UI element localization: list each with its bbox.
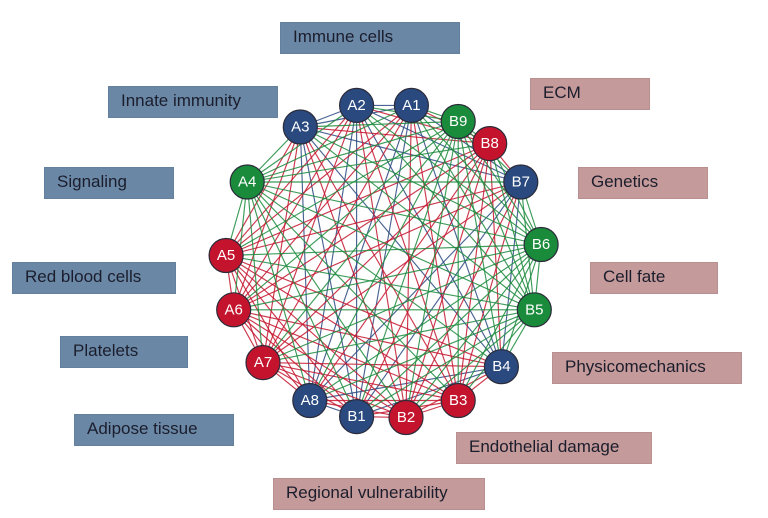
node-a8: A8 <box>293 384 327 418</box>
category-label: Adipose tissue <box>74 414 234 446</box>
category-label-text: Physicomechanics <box>565 357 706 376</box>
edge <box>247 182 356 417</box>
node-a5: A5 <box>209 239 243 273</box>
node-b8: B8 <box>473 127 507 161</box>
node-circle <box>389 401 423 435</box>
node-b2: B2 <box>389 401 423 435</box>
category-label: Immune cells <box>280 22 460 54</box>
category-label: ECM <box>530 78 650 110</box>
category-label: Signaling <box>44 167 174 199</box>
node-circle <box>340 88 374 122</box>
node-a3: A3 <box>283 110 317 144</box>
category-label: Regional vulnerability <box>273 478 485 510</box>
node-circle <box>524 228 558 262</box>
node-a2: A2 <box>340 88 374 122</box>
category-label-text: Immune cells <box>293 27 393 46</box>
category-label: Endothelial damage <box>456 432 652 464</box>
node-b3: B3 <box>441 384 475 418</box>
node-circle <box>246 346 280 380</box>
node-circle <box>517 293 551 327</box>
node-circle <box>473 127 507 161</box>
category-label: Innate immunity <box>108 86 278 118</box>
node-b5: B5 <box>517 293 551 327</box>
node-circle <box>441 384 475 418</box>
edge <box>234 105 412 309</box>
category-label-text: Innate immunity <box>121 91 241 110</box>
node-circle <box>293 384 327 418</box>
category-label: Red blood cells <box>12 262 176 294</box>
node-circle <box>209 239 243 273</box>
node-circle <box>217 293 251 327</box>
category-label-text: Platelets <box>73 341 138 360</box>
node-b1: B1 <box>340 400 374 434</box>
diagram-stage: { "figure": { "type": "network", "width"… <box>0 0 768 518</box>
category-label: Cell fate <box>590 262 718 294</box>
node-circle <box>441 105 475 139</box>
node-circle <box>484 350 518 384</box>
node-circle <box>340 400 374 434</box>
node-a7: A7 <box>246 346 280 380</box>
category-label-text: Signaling <box>57 172 127 191</box>
node-b7: B7 <box>504 165 538 199</box>
edge <box>357 105 535 309</box>
node-a4: A4 <box>230 165 264 199</box>
category-label-text: ECM <box>543 83 581 102</box>
node-circle <box>394 88 428 122</box>
category-label-text: Endothelial damage <box>469 437 619 456</box>
category-label: Genetics <box>578 167 708 199</box>
edge <box>357 105 406 417</box>
category-label-text: Regional vulnerability <box>286 483 448 502</box>
category-label-text: Cell fate <box>603 267 665 286</box>
node-a6: A6 <box>217 293 251 327</box>
category-label: Physicomechanics <box>552 352 742 384</box>
category-label-text: Red blood cells <box>25 267 141 286</box>
category-label-text: Genetics <box>591 172 658 191</box>
category-label: Platelets <box>60 336 188 368</box>
node-b4: B4 <box>484 350 518 384</box>
node-b6: B6 <box>524 228 558 262</box>
node-circle <box>230 165 264 199</box>
edge <box>234 144 490 310</box>
node-circle <box>504 165 538 199</box>
node-a1: A1 <box>394 88 428 122</box>
category-label-text: Adipose tissue <box>87 419 198 438</box>
node-circle <box>283 110 317 144</box>
node-b9: B9 <box>441 105 475 139</box>
